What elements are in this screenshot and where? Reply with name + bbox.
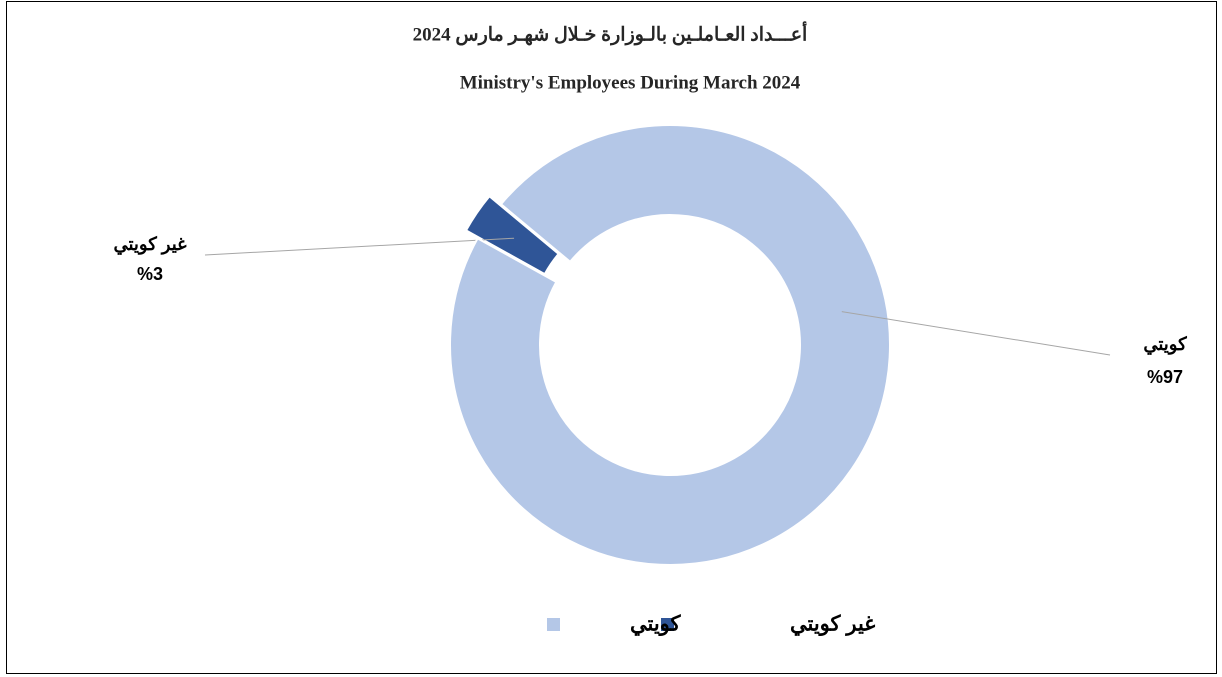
legend-swatch (661, 618, 674, 631)
chart-subtitle: Ministry's Employees During March 2024 (460, 72, 801, 93)
data-label: %97 (1147, 367, 1183, 387)
leader-line (841, 311, 1111, 356)
legend-swatch (547, 618, 560, 631)
data-label-category: كويتي (1143, 334, 1187, 355)
legend-label: كويتي (630, 613, 682, 637)
legend-label: غير كويتي (790, 613, 875, 637)
data-label-category: غير كويتي (113, 234, 187, 255)
leader-line (204, 237, 515, 256)
donut-slice (449, 124, 891, 566)
donut-slice (464, 194, 560, 276)
chart-title: أعـــداد العـاملـين بالـوزارة خـلال شهـر… (413, 20, 808, 45)
data-label: %3 (137, 264, 163, 284)
chart-frame (6, 1, 1217, 674)
